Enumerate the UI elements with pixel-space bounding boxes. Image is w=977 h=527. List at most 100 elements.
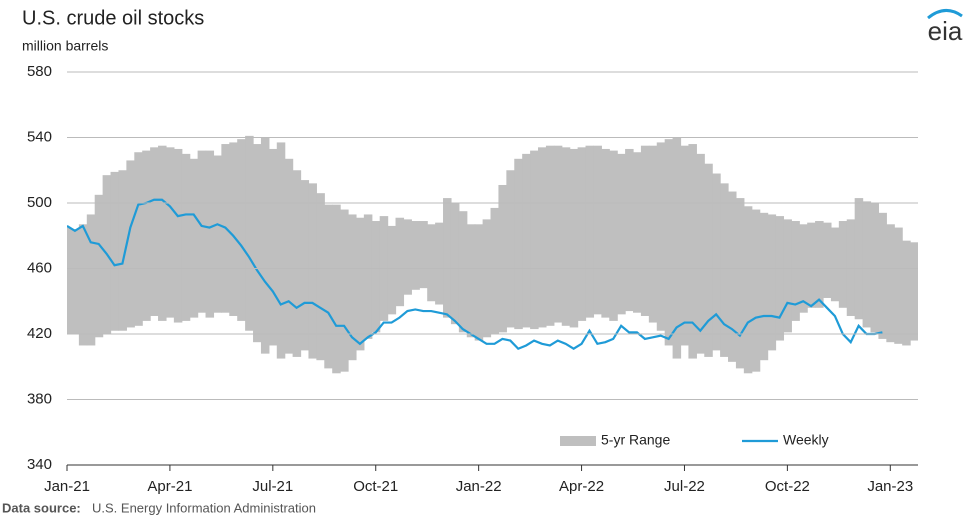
x-tick-label: Apr-21	[147, 478, 192, 495]
weekly-line	[67, 198, 883, 351]
range-band	[514, 158, 523, 330]
range-band	[886, 224, 895, 343]
range-band	[545, 145, 555, 326]
x-tick-label: Jul-22	[664, 478, 705, 495]
range-band	[633, 152, 642, 313]
range-band	[419, 221, 428, 289]
range-band	[348, 214, 357, 361]
range-band	[435, 222, 444, 305]
y-axis-label: million barrels	[22, 38, 108, 54]
range-band	[593, 145, 602, 315]
range-band	[585, 145, 595, 318]
range-band	[482, 219, 492, 338]
legend-label: 5-yr Range	[601, 432, 670, 448]
range-band	[173, 148, 183, 323]
y-tick-label: 540	[27, 128, 52, 145]
range-band	[490, 207, 500, 334]
range-band	[561, 147, 571, 326]
range-band	[601, 148, 610, 318]
range-band	[67, 227, 72, 334]
range-band	[664, 139, 674, 346]
range-band	[815, 221, 824, 308]
y-tick-label: 380	[27, 390, 52, 407]
range-band	[775, 216, 785, 341]
range-band	[395, 217, 405, 307]
range-band	[237, 139, 246, 321]
range-band	[688, 144, 697, 359]
range-band	[625, 148, 634, 312]
x-tick-label: Jul-21	[252, 478, 293, 495]
range-band	[229, 142, 238, 316]
x-tick-label: Jan-22	[456, 478, 502, 495]
range-band	[553, 145, 563, 323]
range-band	[308, 183, 317, 359]
range-band	[70, 229, 80, 334]
range-band	[712, 173, 721, 351]
range-band	[854, 198, 864, 320]
range-band	[696, 153, 705, 354]
range-band	[617, 153, 626, 315]
range-band	[656, 142, 666, 331]
range-band	[260, 137, 270, 354]
range-band	[181, 153, 191, 321]
range-band	[316, 193, 325, 361]
range-band	[751, 209, 761, 372]
range-band	[355, 217, 365, 351]
range-band	[530, 150, 539, 330]
range-band	[213, 155, 222, 313]
range-band	[450, 203, 460, 325]
range-band	[538, 147, 547, 328]
range-band	[94, 194, 104, 338]
range-band	[759, 212, 769, 361]
range-band	[292, 170, 302, 357]
range-band	[910, 242, 918, 341]
legend-label: Weekly	[783, 432, 829, 448]
range-band	[371, 221, 381, 333]
legend-swatch	[560, 436, 596, 446]
range-band	[743, 206, 753, 374]
range-band	[640, 145, 650, 316]
range-band	[878, 212, 887, 339]
range-band	[284, 158, 294, 354]
source-label: Data source:	[2, 500, 81, 515]
range-band	[506, 170, 515, 328]
range-band	[276, 142, 286, 359]
range-band	[830, 227, 840, 302]
range-band	[569, 148, 579, 328]
range-band	[197, 150, 207, 313]
range-band	[609, 150, 618, 321]
range-band	[807, 222, 816, 308]
range-band	[728, 191, 737, 362]
plot-clip	[67, 135, 918, 374]
range-band	[300, 180, 310, 351]
range-band	[86, 214, 96, 346]
range-band	[443, 198, 452, 318]
logo-arc	[927, 9, 963, 20]
range-band	[245, 135, 254, 331]
range-band	[458, 211, 468, 333]
range-band	[189, 158, 199, 318]
range-band	[387, 225, 397, 315]
logo: eia	[928, 16, 963, 46]
range-band	[522, 153, 531, 328]
range-band	[735, 198, 745, 369]
range-band	[268, 148, 278, 346]
range-band	[672, 137, 682, 359]
range-band	[118, 170, 127, 331]
range-band	[704, 163, 713, 357]
range-band	[680, 145, 690, 346]
x-tick-label: Oct-21	[353, 478, 398, 495]
range-band	[902, 240, 911, 346]
y-tick-label: 460	[27, 259, 52, 276]
y-tick-label: 420	[27, 325, 52, 342]
range-band	[126, 160, 135, 328]
y-tick-label: 500	[27, 194, 52, 211]
range-band	[870, 203, 880, 333]
range-band	[411, 221, 420, 290]
range-band	[205, 150, 215, 318]
range-band	[363, 214, 373, 339]
range-band	[466, 224, 476, 338]
range-band	[110, 171, 120, 331]
range-band	[403, 219, 412, 295]
range-band	[720, 183, 729, 357]
